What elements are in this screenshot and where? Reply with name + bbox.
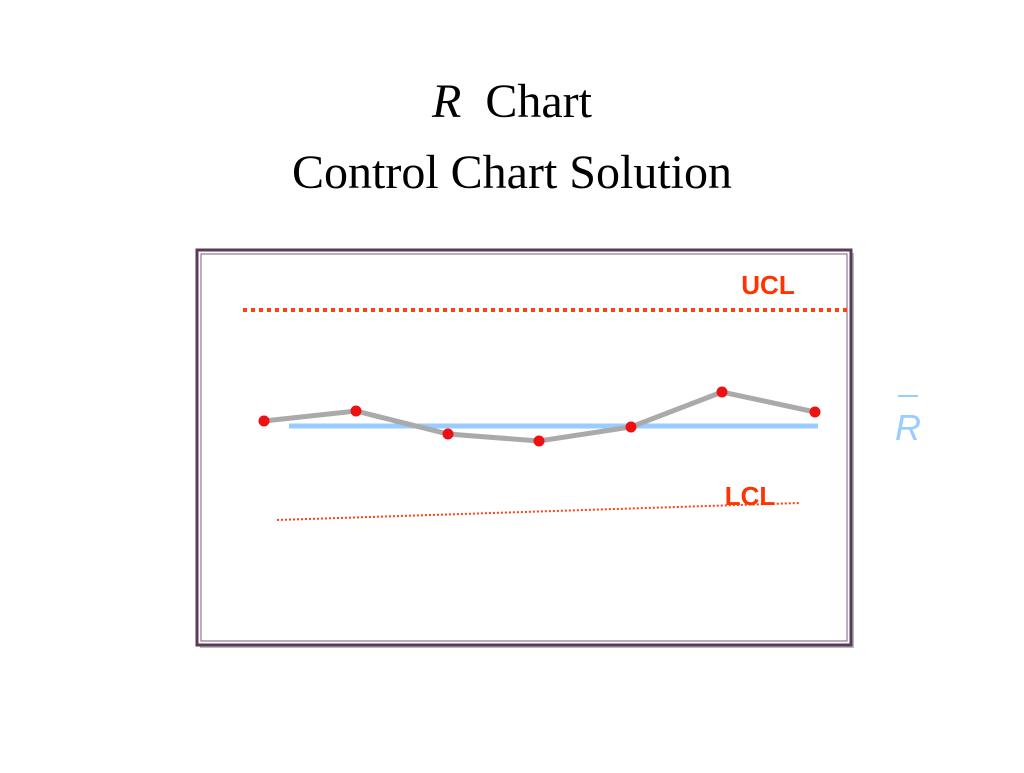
title-text: Chart bbox=[485, 75, 592, 128]
center-label: R bbox=[895, 407, 921, 448]
lower-limit-label: LCL bbox=[725, 481, 776, 511]
frame-inner bbox=[200, 253, 848, 642]
title: R Chart bbox=[431, 75, 593, 128]
point bbox=[716, 386, 728, 398]
point bbox=[350, 405, 362, 417]
subtitle: Control Chart Solution bbox=[292, 146, 732, 199]
point bbox=[258, 415, 270, 427]
frame bbox=[195, 248, 853, 647]
point bbox=[625, 421, 637, 433]
upper-limit-label: UCL bbox=[741, 270, 795, 300]
title-symbol: R bbox=[431, 75, 461, 128]
range-points bbox=[258, 386, 821, 447]
point bbox=[442, 428, 454, 440]
point bbox=[533, 435, 545, 447]
point bbox=[809, 406, 821, 418]
lower-limit-line bbox=[276, 502, 801, 521]
